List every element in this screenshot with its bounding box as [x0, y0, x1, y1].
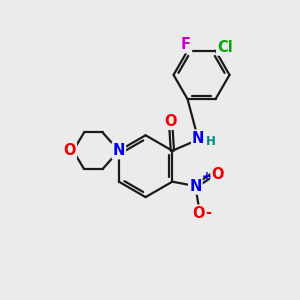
- Text: N: N: [192, 130, 205, 146]
- Text: +: +: [202, 170, 212, 183]
- Text: N: N: [112, 143, 125, 158]
- Text: O: O: [212, 167, 224, 182]
- Text: O: O: [193, 206, 205, 221]
- Text: O: O: [63, 143, 76, 158]
- Text: O: O: [165, 114, 177, 129]
- Text: F: F: [181, 37, 191, 52]
- Text: -: -: [205, 205, 211, 220]
- Text: Cl: Cl: [217, 40, 233, 55]
- Text: N: N: [189, 178, 202, 194]
- Text: H: H: [206, 134, 216, 148]
